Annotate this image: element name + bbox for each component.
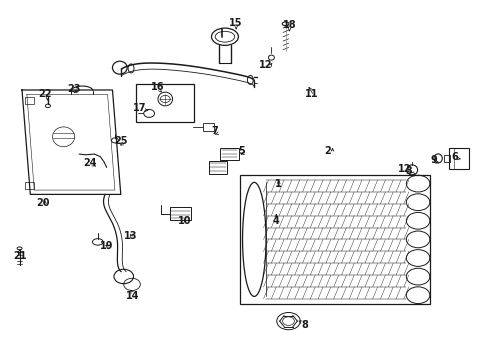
Text: 13: 13 [124, 231, 138, 241]
Text: 11: 11 [304, 89, 318, 99]
Text: 12: 12 [258, 60, 272, 70]
Text: 2: 2 [324, 146, 330, 156]
Text: 4: 4 [272, 216, 279, 226]
Text: 24: 24 [83, 158, 97, 168]
Text: 12: 12 [397, 164, 411, 174]
Text: 5: 5 [238, 146, 245, 156]
Bar [220, 148, 238, 160]
Text: 17: 17 [133, 103, 146, 113]
Text: 9: 9 [429, 155, 436, 165]
Text: 20: 20 [36, 198, 50, 208]
Bar [239, 175, 429, 304]
Text: 8: 8 [301, 320, 308, 330]
Bar [443, 155, 449, 162]
Text: 16: 16 [150, 82, 164, 92]
Text: 3: 3 [404, 166, 411, 176]
Text: 25: 25 [114, 136, 128, 146]
Text: 6: 6 [450, 152, 457, 162]
Text: 10: 10 [178, 216, 191, 226]
Text: 15: 15 [229, 18, 243, 28]
Text: 23: 23 [67, 84, 81, 94]
Bar [448, 148, 468, 169]
Bar [203, 123, 213, 131]
Text: 14: 14 [126, 291, 140, 301]
Text: 7: 7 [211, 126, 218, 136]
Text: 1: 1 [275, 179, 282, 189]
Bar [136, 84, 193, 122]
Text: 18: 18 [282, 20, 296, 30]
Text: 22: 22 [38, 89, 52, 99]
Bar [25, 182, 34, 189]
Bar [25, 97, 34, 104]
Bar [208, 161, 227, 174]
Bar [170, 207, 190, 220]
Text: 21: 21 [13, 251, 26, 261]
Text: 19: 19 [100, 240, 113, 251]
